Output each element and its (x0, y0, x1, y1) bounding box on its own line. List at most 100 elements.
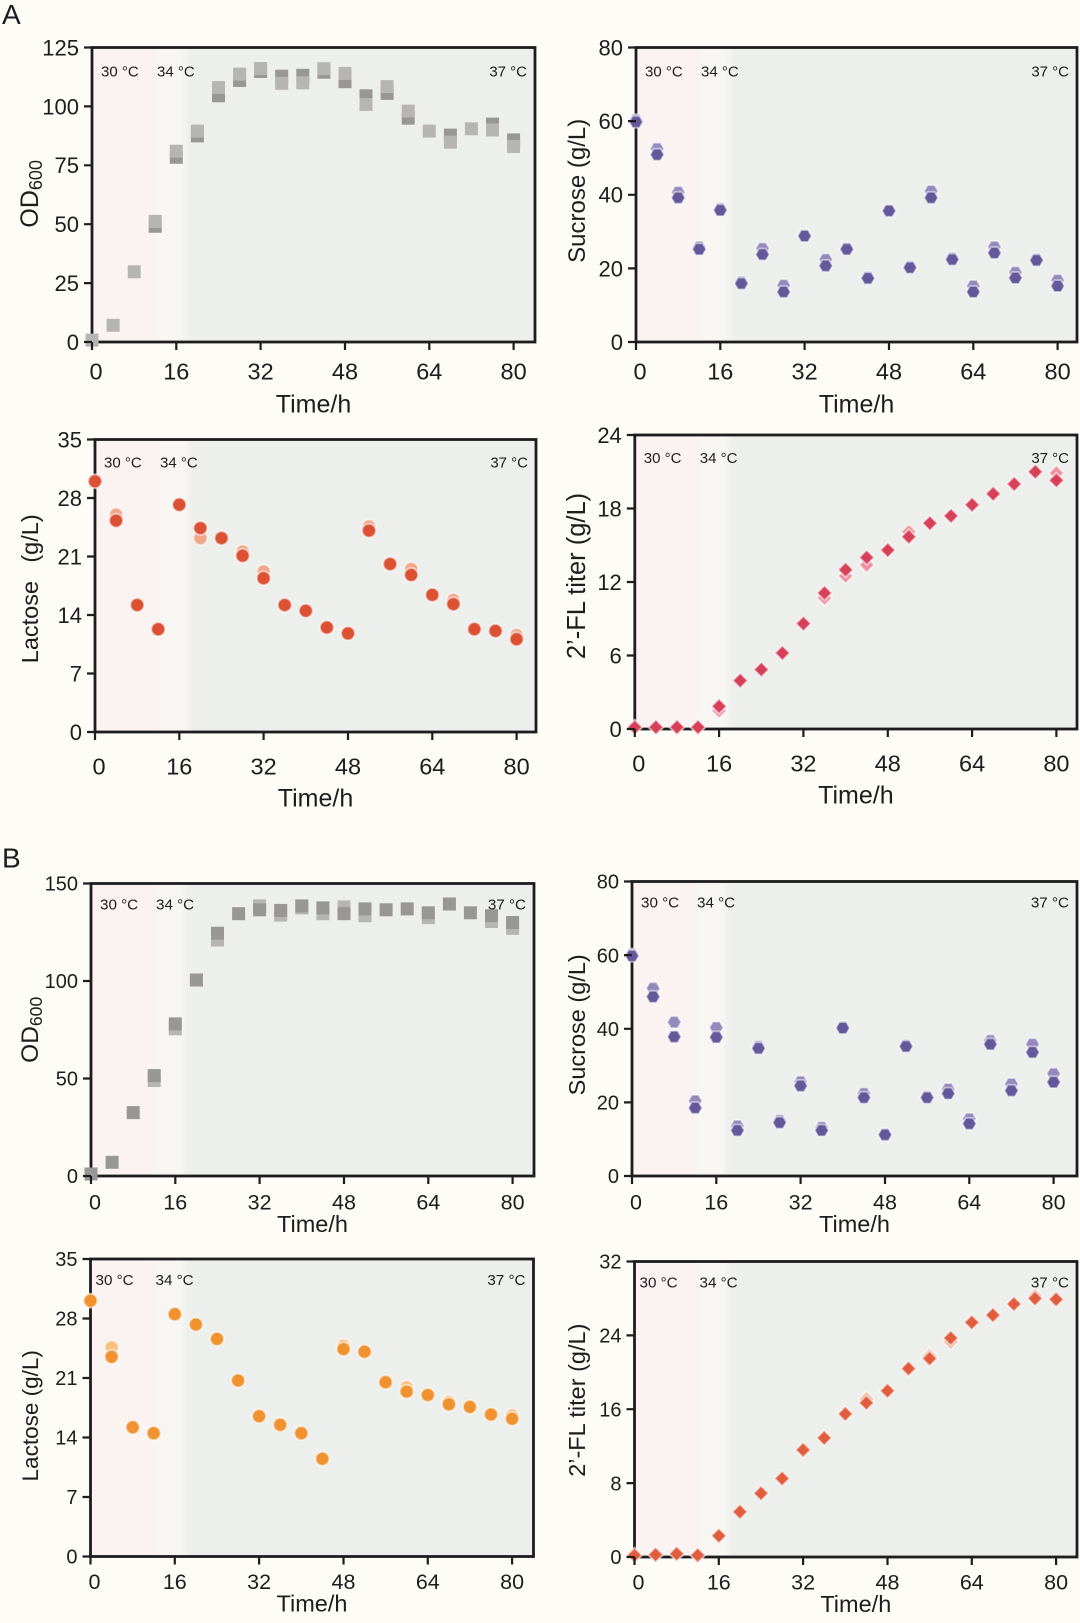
svg-text:30 °C: 30 °C (645, 64, 683, 81)
svg-text:0: 0 (92, 754, 105, 780)
svg-text:32: 32 (248, 1191, 272, 1215)
svg-text:64: 64 (960, 359, 986, 385)
svg-text:80: 80 (501, 359, 527, 385)
svg-text:0: 0 (67, 330, 79, 355)
svg-text:80: 80 (599, 35, 623, 60)
svg-text:37 °C: 37 °C (1031, 895, 1069, 912)
svg-text:6: 6 (610, 643, 622, 668)
svg-text:60: 60 (599, 109, 623, 134)
svg-text:34 °C: 34 °C (156, 897, 194, 914)
svg-text:Time/h: Time/h (819, 1211, 890, 1237)
svg-text:64: 64 (416, 1191, 440, 1215)
svg-text:80: 80 (1042, 1191, 1066, 1215)
svg-text:50: 50 (55, 212, 79, 237)
svg-text:125: 125 (42, 35, 79, 60)
svg-text:60: 60 (597, 945, 619, 967)
svg-text:32: 32 (247, 1570, 271, 1594)
svg-text:30 °C: 30 °C (101, 64, 139, 81)
svg-text:30 °C: 30 °C (644, 450, 682, 467)
svg-text:32: 32 (599, 1252, 621, 1274)
svg-text:35: 35 (58, 427, 82, 452)
svg-text:Time/h: Time/h (278, 785, 353, 813)
svg-text:64: 64 (419, 754, 445, 780)
svg-text:16: 16 (706, 751, 732, 777)
svg-text:37 °C: 37 °C (1031, 450, 1069, 467)
svg-text:80: 80 (1045, 359, 1071, 385)
svg-text:0: 0 (67, 1166, 78, 1188)
svg-text:16: 16 (704, 1191, 728, 1215)
svg-text:37 °C: 37 °C (487, 1272, 525, 1289)
svg-text:48: 48 (332, 1191, 356, 1215)
svg-text:64: 64 (957, 1191, 981, 1215)
svg-text:OD600: OD600 (17, 997, 46, 1063)
svg-text:64: 64 (960, 1571, 984, 1595)
svg-text:34 °C: 34 °C (700, 450, 738, 467)
svg-text:32: 32 (792, 359, 818, 385)
svg-text:14: 14 (58, 603, 82, 628)
svg-text:16: 16 (163, 359, 189, 385)
svg-text:0: 0 (610, 717, 622, 742)
svg-text:37 °C: 37 °C (489, 64, 527, 81)
svg-text:0: 0 (89, 1570, 101, 1594)
svg-text:0: 0 (633, 1571, 645, 1595)
svg-text:37 °C: 37 °C (1031, 1275, 1069, 1292)
svg-text:Time/h: Time/h (818, 782, 893, 810)
svg-text:30 °C: 30 °C (100, 897, 138, 914)
svg-text:28: 28 (55, 1309, 77, 1331)
svg-text:0: 0 (89, 1191, 101, 1215)
svg-text:28: 28 (58, 486, 82, 511)
svg-text:16: 16 (707, 1571, 731, 1595)
svg-text:14: 14 (55, 1428, 77, 1450)
svg-text:A: A (2, 0, 21, 30)
svg-text:80: 80 (1044, 1571, 1068, 1595)
svg-text:8: 8 (610, 1473, 621, 1495)
svg-text:37 °C: 37 °C (490, 455, 528, 472)
svg-text:32: 32 (248, 359, 274, 385)
svg-text:25: 25 (55, 271, 79, 296)
svg-text:75: 75 (55, 153, 79, 178)
svg-text:150: 150 (45, 874, 78, 896)
svg-text:16: 16 (163, 1570, 187, 1594)
svg-text:48: 48 (332, 359, 358, 385)
svg-text:21: 21 (58, 544, 82, 569)
svg-text:34 °C: 34 °C (157, 64, 195, 81)
svg-text:50: 50 (56, 1069, 78, 1091)
svg-text:32: 32 (789, 1191, 813, 1215)
svg-text:0: 0 (611, 330, 623, 355)
svg-text:32: 32 (791, 1571, 815, 1595)
svg-text:34 °C: 34 °C (697, 895, 735, 912)
svg-text:32: 32 (790, 751, 816, 777)
svg-text:34 °C: 34 °C (156, 1272, 194, 1289)
svg-text:80: 80 (597, 872, 619, 894)
svg-text:2’-FL titer (g/L): 2’-FL titer (g/L) (564, 1324, 590, 1477)
svg-text:24: 24 (599, 1326, 621, 1348)
svg-text:40: 40 (599, 183, 623, 208)
svg-text:21: 21 (55, 1368, 77, 1390)
svg-text:34 °C: 34 °C (160, 455, 198, 472)
svg-text:48: 48 (332, 1570, 356, 1594)
svg-text:20: 20 (597, 1093, 619, 1115)
svg-text:40: 40 (597, 1019, 619, 1041)
svg-text:48: 48 (876, 1571, 900, 1595)
svg-text:64: 64 (959, 751, 985, 777)
svg-text:48: 48 (876, 359, 902, 385)
svg-text:16: 16 (163, 1191, 187, 1215)
svg-text:Sucrose (g/L): Sucrose (g/L) (564, 954, 590, 1095)
svg-text:37 °C: 37 °C (1031, 64, 1069, 81)
svg-text:80: 80 (1043, 751, 1069, 777)
svg-text:16: 16 (166, 754, 192, 780)
svg-text:100: 100 (45, 971, 78, 993)
svg-text:48: 48 (873, 1191, 897, 1215)
svg-text:80: 80 (501, 1191, 525, 1215)
svg-text:18: 18 (597, 496, 621, 521)
svg-text:2’-FL titer (g/L): 2’-FL titer (g/L) (563, 493, 591, 659)
svg-text:100: 100 (42, 94, 79, 119)
svg-text:0: 0 (610, 1547, 621, 1569)
svg-text:Time/h: Time/h (277, 1211, 348, 1237)
svg-text:30 °C: 30 °C (104, 455, 142, 472)
svg-text:80: 80 (504, 754, 530, 780)
svg-text:7: 7 (66, 1487, 77, 1509)
svg-text:32: 32 (251, 754, 277, 780)
svg-text:B: B (2, 843, 21, 874)
svg-text:0: 0 (66, 1547, 77, 1569)
